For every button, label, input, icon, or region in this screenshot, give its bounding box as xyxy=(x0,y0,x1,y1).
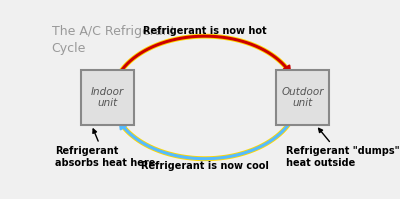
Text: The A/C Refrigerant
Cycle: The A/C Refrigerant Cycle xyxy=(52,25,175,55)
Text: Outdoor
unit: Outdoor unit xyxy=(281,87,324,108)
FancyBboxPatch shape xyxy=(81,70,134,125)
Text: Refrigerant
absorbs heat here: Refrigerant absorbs heat here xyxy=(55,129,155,168)
Text: Indoor
unit: Indoor unit xyxy=(91,87,124,108)
FancyBboxPatch shape xyxy=(276,70,329,125)
Text: Refrigerant is now cool: Refrigerant is now cool xyxy=(141,161,269,171)
Text: Refrigerant is now hot: Refrigerant is now hot xyxy=(143,26,267,36)
Text: Refrigerant "dumps"
heat outside: Refrigerant "dumps" heat outside xyxy=(286,128,399,168)
